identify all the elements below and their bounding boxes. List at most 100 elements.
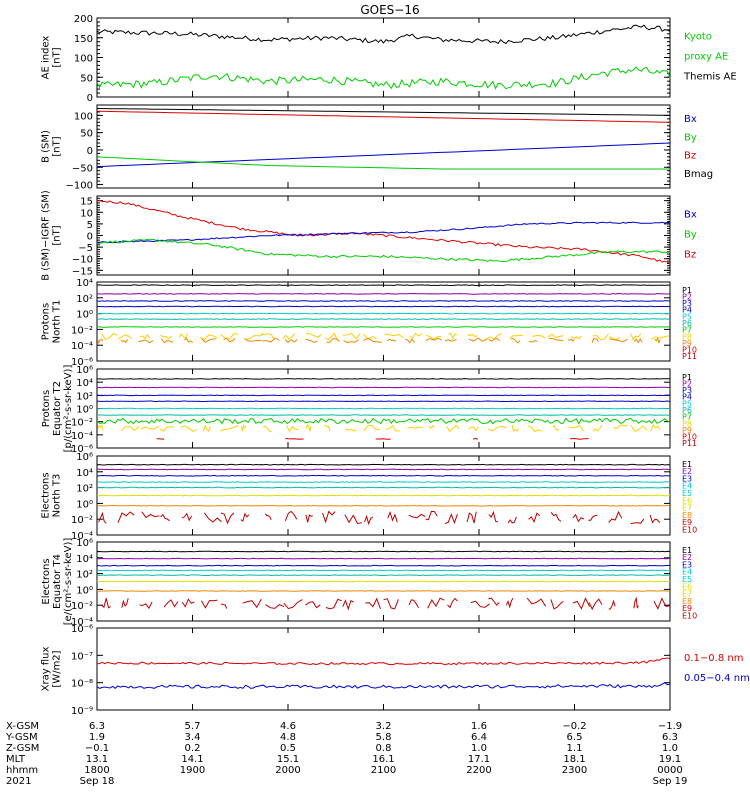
- series-segment: [383, 598, 399, 610]
- legend-entry: P1: [682, 373, 692, 382]
- y-tick-label: 10⁰: [76, 310, 93, 321]
- series-segment: [608, 510, 623, 523]
- y-tick-label: −15: [72, 266, 93, 277]
- series-segment: [375, 438, 391, 440]
- x-axis-table: X-GSMY-GSMZ-GSMMLThhmm20216.31.9−0.113.1…: [5, 721, 687, 787]
- series-segment: [282, 333, 296, 340]
- series-segment: [609, 336, 621, 341]
- legend-entry: P4: [682, 393, 692, 402]
- series-segment: [633, 596, 639, 609]
- legend-entry: Bmag: [684, 169, 713, 180]
- series-segment: [592, 333, 609, 341]
- panel-7: 10⁻⁴ 10⁻² 10⁰ 10² 10⁴ 10⁶ Electrons Equator T4[…: [41, 538, 697, 628]
- y-tick-label: 0: [87, 93, 93, 104]
- y-tick-label: 10⁻²: [71, 325, 93, 336]
- series-segment: [488, 337, 501, 342]
- series-segment: [139, 333, 151, 340]
- x-tick-value: 6.3: [662, 732, 678, 743]
- series-segment: [159, 426, 175, 432]
- legend-entry: By: [684, 132, 697, 143]
- series-segment: [387, 511, 398, 523]
- series-segment: [630, 333, 642, 341]
- legend-entry: P7: [682, 326, 692, 335]
- legend-entry: P1: [682, 286, 692, 295]
- legend-entry: P5: [682, 312, 692, 321]
- series-segment: [447, 597, 458, 609]
- legend-entry: Bx: [684, 114, 697, 125]
- series-line: [96, 312, 671, 315]
- series-segment: [220, 603, 228, 609]
- legend-entry: E6: [682, 582, 692, 591]
- series-segment: [220, 425, 239, 432]
- y-tick-label: 10⁻²: [71, 601, 93, 612]
- x-tick-value: 6.5: [567, 732, 583, 743]
- series-segment: [285, 438, 304, 440]
- x-tick-value: 1.6: [471, 721, 487, 732]
- series-line: [96, 481, 671, 483]
- series-segment: [240, 424, 247, 433]
- series-line: [96, 326, 671, 328]
- y-tick-label: 5: [87, 220, 93, 231]
- legend-entry: P6: [682, 319, 692, 328]
- x-tick-value: 15.1: [277, 754, 299, 765]
- y-tick-label: 10⁶: [76, 452, 93, 463]
- series-segment: [286, 425, 299, 433]
- series-segment: [325, 598, 342, 610]
- series-segment: [244, 338, 262, 342]
- x-tick-value: 1.0: [471, 743, 487, 754]
- panel-4: 10⁻⁶ 10⁻⁴ 10⁻² 10⁰ 10² 10⁴ Protons North T1 P1P2…: [41, 278, 698, 368]
- y-tick-label: 15: [80, 197, 93, 208]
- x-tick-value: 1.1: [567, 743, 583, 754]
- legend-entry: E1: [682, 546, 692, 555]
- x-row-label: Z-GSM: [6, 743, 39, 754]
- series-segment: [181, 512, 193, 522]
- y-axis-label: B (SM): [41, 130, 52, 163]
- x-row-label: 2021: [6, 776, 31, 787]
- series-segment: [488, 425, 507, 432]
- y-axis-label: Xray flux: [41, 647, 52, 692]
- series-segment: [407, 426, 423, 429]
- series-segment: [326, 338, 340, 343]
- x-tick-value: 0.5: [280, 743, 296, 754]
- series-line: [96, 681, 671, 689]
- legend-entry: P10: [682, 346, 697, 355]
- series-segment: [305, 601, 321, 609]
- series-line: [97, 199, 671, 264]
- series-segment: [324, 424, 331, 432]
- series-line: [96, 463, 671, 466]
- y-tick-label: 50: [80, 129, 93, 140]
- y-axis-label: Protons: [41, 390, 52, 427]
- x-tick-value: 0000: [657, 765, 682, 776]
- series-segment: [654, 337, 661, 345]
- series-segment: [527, 425, 542, 433]
- series-segment: [408, 599, 419, 608]
- series-segment: [245, 333, 265, 341]
- series-segment: [262, 337, 280, 343]
- series-segment: [98, 511, 107, 524]
- x-tick-value: 6.3: [89, 721, 105, 732]
- x-tick-value: 1.9: [89, 732, 105, 743]
- series-line: [96, 580, 671, 583]
- x-tick-value: 4.8: [280, 732, 296, 743]
- series-segment: [363, 337, 382, 343]
- panel-1: 0 50 100 150 200 AE index [nT] Kyoto proxy AE The…: [41, 14, 737, 104]
- x-tick-value: 3.2: [376, 721, 392, 732]
- y-tick-label: 10²: [76, 294, 93, 305]
- series-segment: [404, 338, 415, 344]
- series-line: [96, 66, 671, 90]
- legend-entry: P7: [682, 413, 692, 422]
- x-date-label: Sep 19: [653, 776, 688, 787]
- series-segment: [121, 598, 129, 608]
- series-segment: [201, 338, 217, 344]
- x-row-label: hhmm: [6, 765, 38, 776]
- legend-entry: P5: [682, 399, 692, 408]
- series-segment: [117, 511, 135, 523]
- series-segment: [385, 424, 400, 432]
- series-line: [96, 400, 671, 403]
- legend-entry: E4: [682, 568, 692, 577]
- y-tick-label: 10⁻⁶: [71, 624, 93, 635]
- panel-8: 10⁻⁹ 10⁻⁸ 10⁻⁷ 10⁻⁶ Xray flux [W/m2] 0.1−0.8 n…: [41, 624, 750, 717]
- x-tick-value: 6.4: [471, 732, 487, 743]
- series-line: [96, 318, 671, 320]
